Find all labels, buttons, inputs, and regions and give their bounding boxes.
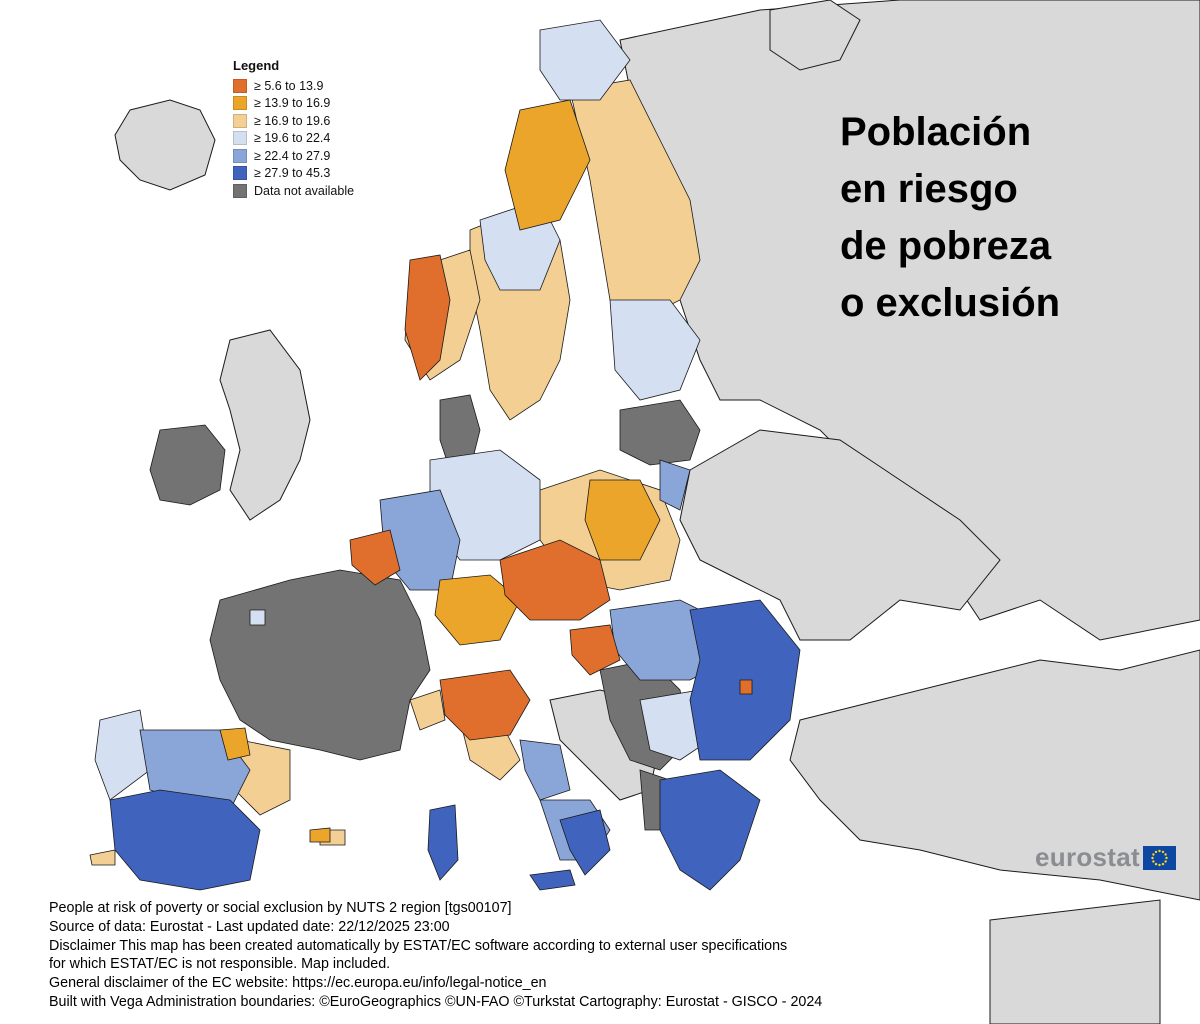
legend-title: Legend xyxy=(233,58,280,73)
galicia-portugal-north xyxy=(94,709,151,801)
north-italy xyxy=(439,669,531,741)
finland xyxy=(569,79,701,321)
lithuania xyxy=(619,399,701,466)
great-britain xyxy=(219,329,311,521)
eu-stars-icon xyxy=(1151,849,1168,866)
legend-item: ≥ 13.9 to 16.9 xyxy=(233,95,354,113)
legend-label: ≥ 13.9 to 16.9 xyxy=(254,96,331,111)
calabria-area xyxy=(559,809,611,876)
lapland-norway xyxy=(539,19,631,101)
regions-class-2 xyxy=(219,99,661,843)
legend-swatch xyxy=(233,113,247,128)
ireland xyxy=(149,424,226,506)
italy-centre-east xyxy=(519,739,571,801)
spain-south xyxy=(109,789,261,891)
legend-label: Data not available xyxy=(254,183,355,198)
estonia-latvia xyxy=(609,299,701,401)
footer-line: Source of data: Eurostat - Last updated … xyxy=(49,918,450,935)
legend-item: ≥ 16.9 to 19.6 xyxy=(233,112,354,130)
regions-class-4 xyxy=(94,19,711,801)
norway-west xyxy=(404,254,451,381)
title-line: o exclusión xyxy=(840,281,1061,325)
footer-line: for which ESTAT/EC is not responsible. M… xyxy=(49,956,391,973)
legend-label: ≥ 19.6 to 22.4 xyxy=(254,131,331,146)
iceland xyxy=(114,99,216,191)
legend-item: ≥ 27.9 to 45.3 xyxy=(233,165,354,183)
ukraine-region xyxy=(679,429,1001,641)
poland-central xyxy=(584,479,661,561)
sardinia xyxy=(427,804,459,881)
map-legend: Legend ≥ 5.6 to 13.9 ≥ 13.9 to 16.9 ≥ 16… xyxy=(233,58,354,200)
footer-line: Built with Vega Administration boundarie… xyxy=(49,993,823,1010)
legend-swatch xyxy=(233,148,247,163)
turkey-region xyxy=(789,649,1200,901)
non-eu-land xyxy=(114,0,1200,1024)
legend-label: ≥ 16.9 to 19.6 xyxy=(254,113,331,128)
legend-swatch xyxy=(233,131,247,146)
legend-swatch xyxy=(233,78,247,93)
small-region-a xyxy=(249,609,266,626)
footer-line: Disclaimer This map has been created aut… xyxy=(49,937,788,954)
title-line: Población xyxy=(840,110,1032,154)
footer-line: People at risk of poverty or social excl… xyxy=(49,900,512,916)
poland-east xyxy=(659,459,691,511)
legend-item: ≥ 22.4 to 27.9 xyxy=(233,147,354,165)
brand-text: eurostat xyxy=(1035,842,1140,872)
alps-area xyxy=(409,689,446,731)
legend-label: ≥ 5.6 to 13.9 xyxy=(254,78,324,93)
legend-swatch xyxy=(233,166,247,181)
slovenia-croatia xyxy=(569,624,621,676)
eu-flag-icon xyxy=(1142,845,1176,870)
legend-label: ≥ 22.4 to 27.9 xyxy=(254,148,331,163)
algarve-area xyxy=(89,849,116,866)
czechia xyxy=(499,539,611,621)
title-line: de pobreza xyxy=(840,224,1052,268)
bucharest-area xyxy=(739,679,753,695)
legend-label: ≥ 27.9 to 45.3 xyxy=(254,166,331,181)
legend-item: Data not available xyxy=(233,182,354,200)
legend-item: ≥ 5.6 to 13.9 xyxy=(233,77,354,95)
germany-south xyxy=(434,574,521,646)
basque-area xyxy=(219,727,251,761)
balearic-b xyxy=(309,827,331,843)
legend-item: ≥ 19.6 to 22.4 xyxy=(233,130,354,148)
greece xyxy=(659,769,761,891)
footer-line: General disclaimer of the EC website: ht… xyxy=(49,975,547,992)
map-footer: People at risk of poverty or social excl… xyxy=(49,899,822,1012)
title-line: en riesgo xyxy=(840,167,1018,211)
netherlands-belgium xyxy=(349,529,401,586)
norway-north xyxy=(504,99,591,231)
legend-swatch xyxy=(233,183,247,198)
northern-island xyxy=(769,0,861,71)
africa-corner xyxy=(989,899,1161,1024)
legend-swatch xyxy=(233,96,247,111)
eurostat-logo: eurostat xyxy=(1035,842,1176,873)
regions-class-1 xyxy=(349,254,753,741)
sicily xyxy=(529,869,576,891)
map-title: Población en riesgo de pobreza o exclusi… xyxy=(840,104,1060,332)
